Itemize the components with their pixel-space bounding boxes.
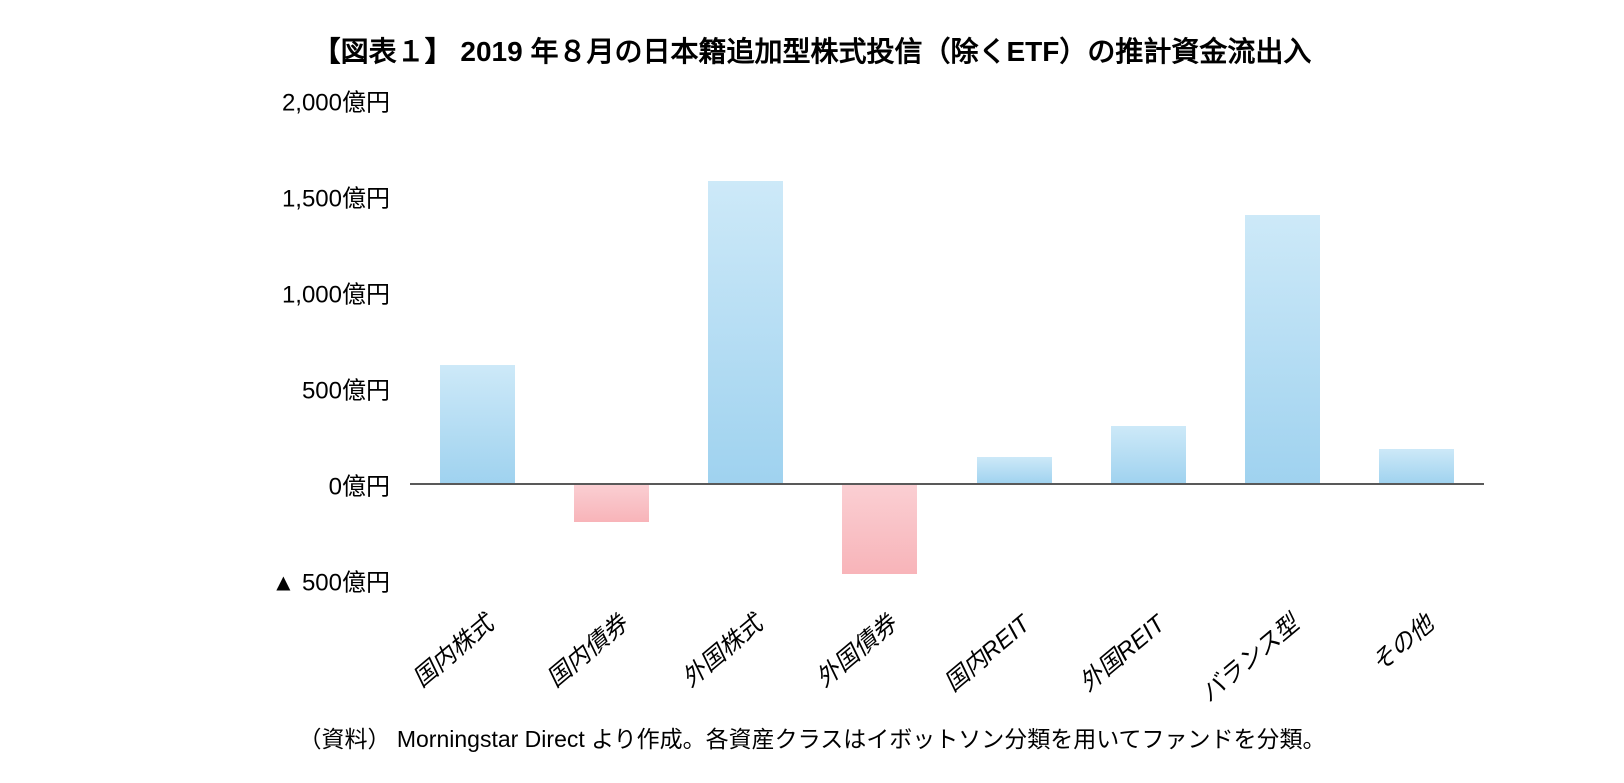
x-axis-label: その他 <box>1362 605 1440 678</box>
chart-container: 【図表１】 2019 年８月の日本籍追加型株式投信（除くETF）の推計資金流出入… <box>100 30 1524 753</box>
x-label-slot: その他 <box>1350 595 1484 745</box>
y-tick-label: ▲ 500億円 <box>272 563 390 598</box>
chart-area: 2,000億円1,500億円1,000億円500億円0億円▲ 500億円 国内株… <box>100 90 1524 670</box>
bars-group <box>410 100 1484 580</box>
y-tick-label: 0億円 <box>329 467 390 502</box>
bar <box>574 484 649 522</box>
y-tick-label: 2,000億円 <box>282 83 390 118</box>
bar <box>440 365 515 484</box>
bar-slot <box>1216 100 1350 580</box>
y-tick-label: 500億円 <box>302 371 390 406</box>
x-label-slot: 国内債券 <box>544 595 678 745</box>
y-tick-label: 1,500億円 <box>282 179 390 214</box>
bar <box>708 181 783 484</box>
x-axis-label: 外国株式 <box>672 605 768 694</box>
x-axis-label: 外国REIT <box>1070 605 1171 698</box>
bar <box>1245 215 1320 484</box>
x-axis-labels: 国内株式国内債券外国株式外国債券国内REIT外国REITバランス型その他 <box>410 595 1484 745</box>
x-label-slot: 国内REIT <box>947 595 1081 745</box>
zero-baseline <box>410 483 1484 485</box>
bar-slot <box>679 100 813 580</box>
bar <box>1379 449 1454 484</box>
x-label-slot: 国内株式 <box>410 595 544 745</box>
plot-area <box>410 100 1484 580</box>
y-tick-label: 1,000億円 <box>282 275 390 310</box>
y-axis: 2,000億円1,500億円1,000億円500億円0億円▲ 500億円 <box>100 100 400 580</box>
chart-title: 【図表１】 2019 年８月の日本籍追加型株式投信（除くETF）の推計資金流出入 <box>100 30 1524 70</box>
bar <box>842 484 917 574</box>
x-label-slot: 外国株式 <box>679 595 813 745</box>
x-label-slot: 外国REIT <box>1081 595 1215 745</box>
bar-slot <box>1081 100 1215 580</box>
x-axis-label: 国内債券 <box>538 605 634 694</box>
x-axis-label: 外国債券 <box>806 605 902 694</box>
bar-slot <box>1350 100 1484 580</box>
bar <box>1111 426 1186 484</box>
x-axis-label: 国内REIT <box>935 605 1036 698</box>
x-label-slot: 外国債券 <box>813 595 947 745</box>
bar-slot <box>410 100 544 580</box>
bar <box>977 457 1052 484</box>
x-axis-label: 国内株式 <box>404 605 500 694</box>
x-label-slot: バランス型 <box>1216 595 1350 745</box>
bar-slot <box>544 100 678 580</box>
bar-slot <box>813 100 947 580</box>
bar-slot <box>947 100 1081 580</box>
